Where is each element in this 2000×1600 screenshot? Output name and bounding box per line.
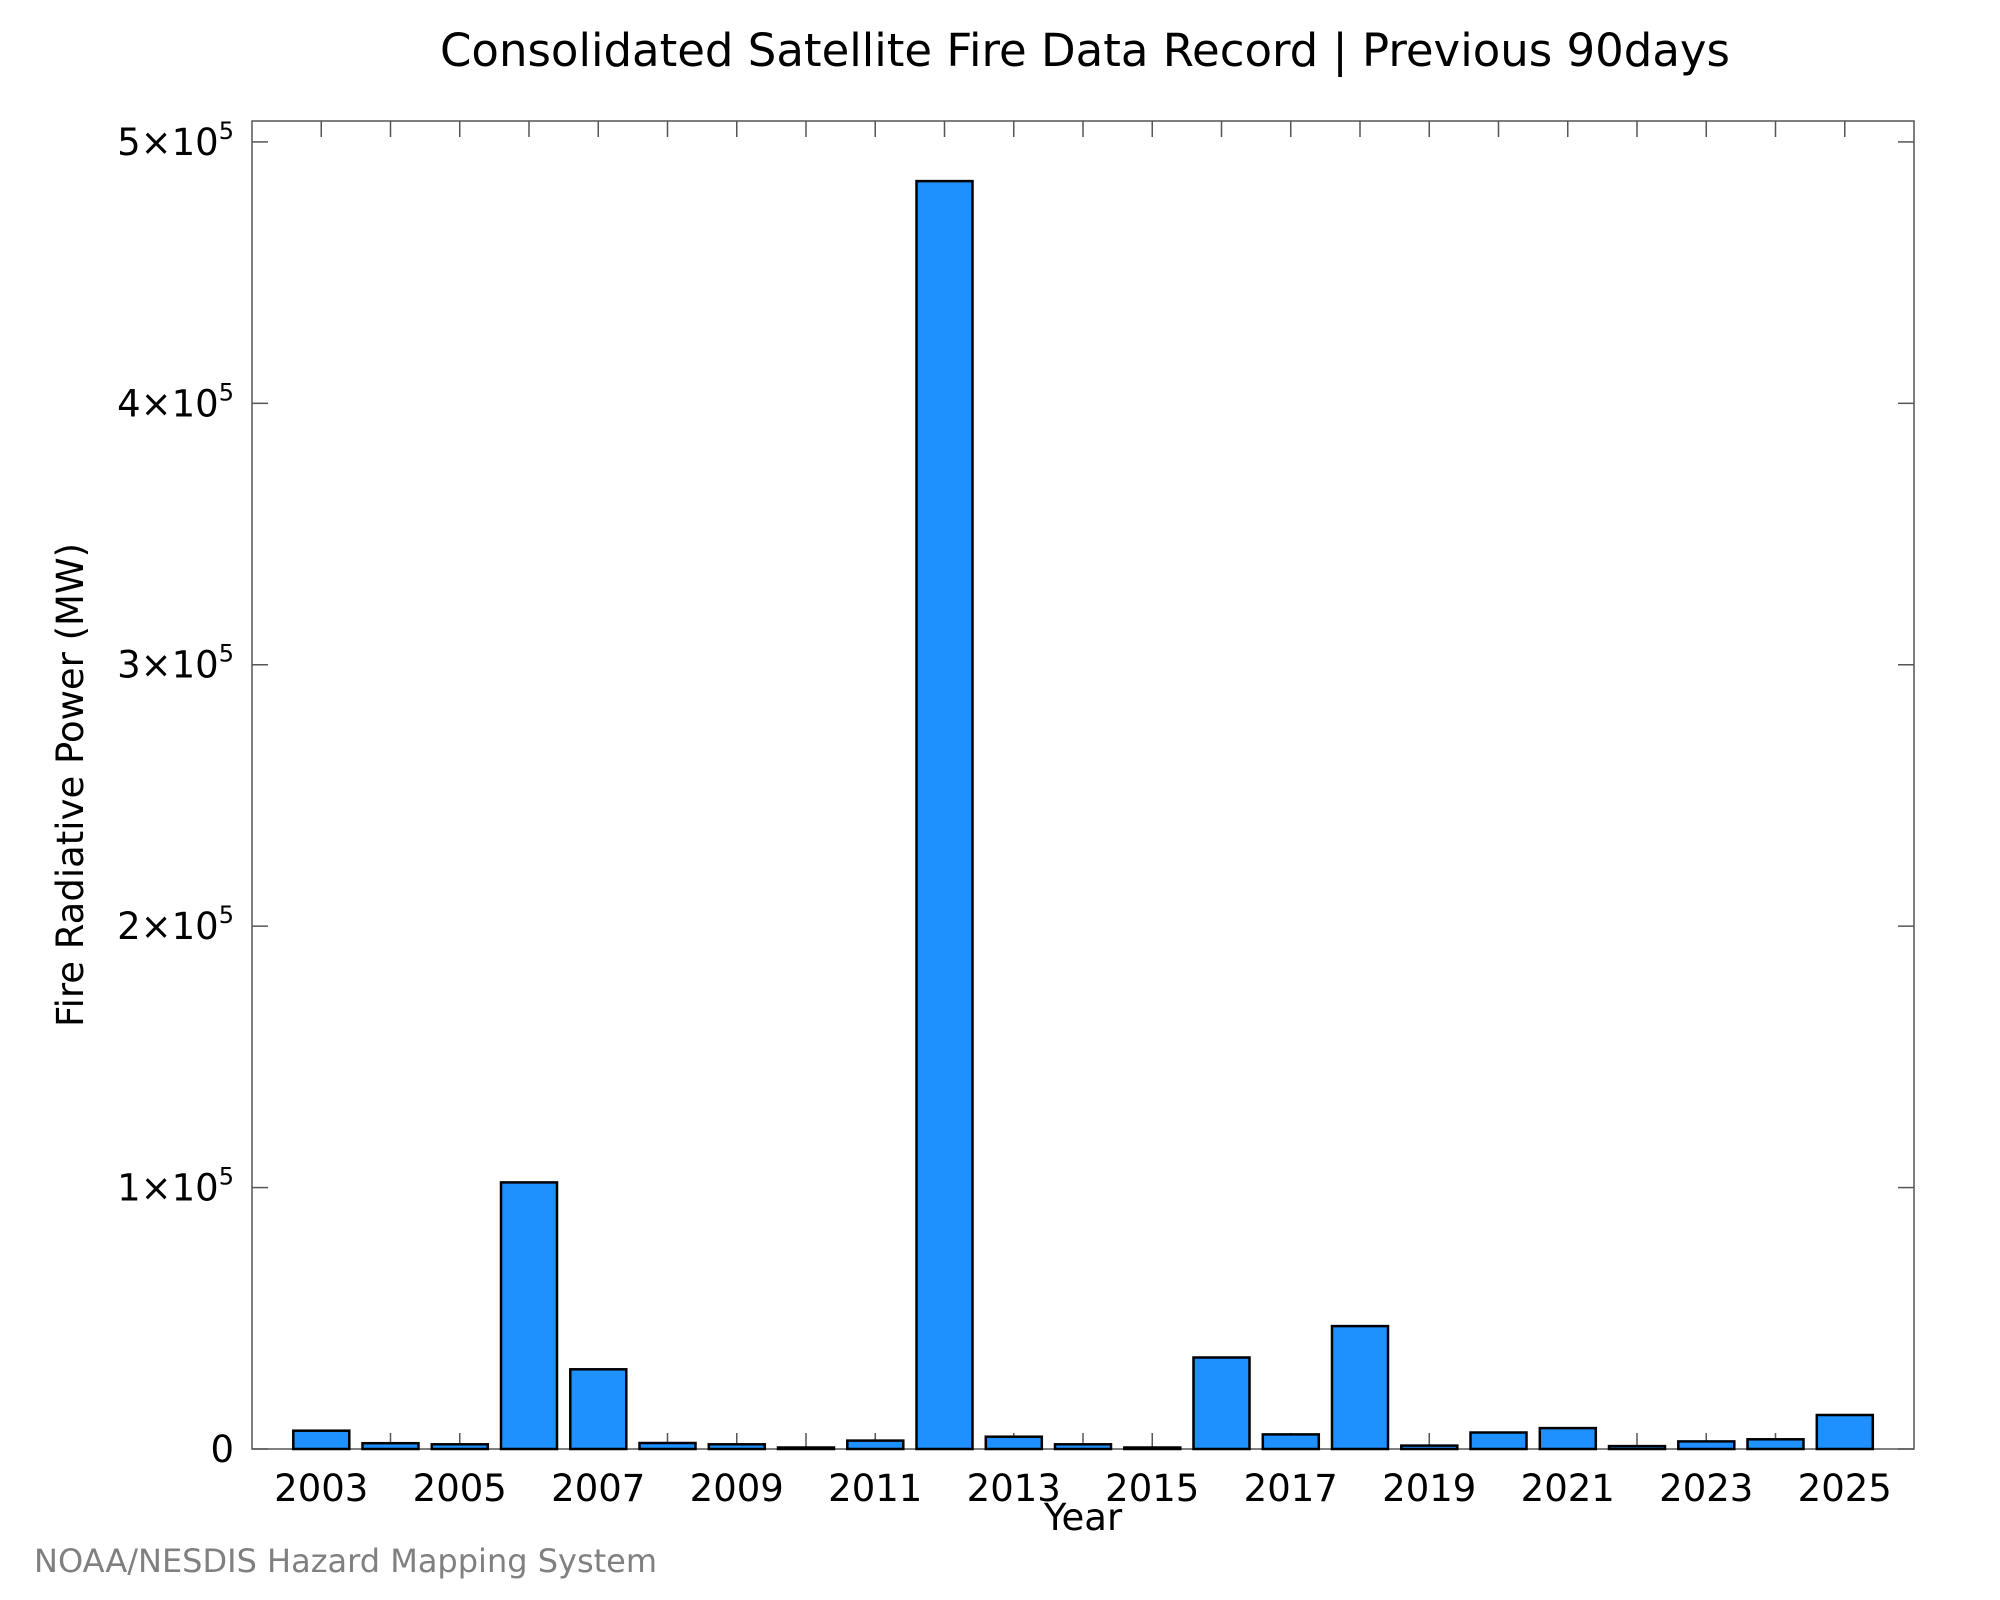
bar-2011 [846, 1439, 905, 1451]
bar-2010 [776, 1446, 836, 1451]
x-tick-label: 2009 [690, 1467, 784, 1510]
bar-2014 [1053, 1443, 1113, 1451]
bar-2017 [1261, 1433, 1321, 1451]
x-tick-label: 2025 [1798, 1467, 1892, 1510]
bar-2015 [1123, 1446, 1182, 1451]
bar-2009 [707, 1443, 767, 1451]
bar-2023 [1677, 1440, 1736, 1451]
bar-2008 [638, 1441, 697, 1451]
bar-2016 [1192, 1356, 1251, 1451]
y-tick-label: 2×105 [117, 901, 234, 948]
bar-2005 [430, 1443, 490, 1451]
bar-2013 [984, 1435, 1044, 1451]
y-tick-label: 4×105 [117, 378, 234, 425]
bar-2012 [915, 179, 974, 1451]
chart-title: Consolidated Satellite Fire Data Record … [440, 24, 1730, 77]
bar-2003 [292, 1429, 351, 1451]
x-tick-labels: 2003 2005 2007 2009 2011 2013 2015 2017 2019 2021… [274, 1467, 1892, 1510]
bar-2021 [1538, 1426, 1598, 1451]
x-tick-label: 2013 [967, 1467, 1061, 1510]
bar-2018 [1330, 1324, 1390, 1451]
y-tick-label: 1×105 [117, 1163, 234, 1210]
x-tick-label: 2019 [1382, 1467, 1476, 1510]
bar-2022 [1607, 1444, 1667, 1451]
x-tick-label: 2011 [828, 1467, 922, 1510]
x-tick-label: 2017 [1244, 1467, 1338, 1510]
x-tick-label: 2021 [1521, 1467, 1615, 1510]
x-tick-label: 2003 [274, 1467, 368, 1510]
y-tick-labels: 0 1×105 2×105 3×105 4×105 5×105 [117, 117, 234, 1471]
x-tick-label: 2015 [1105, 1467, 1199, 1510]
x-tick-label: 2023 [1659, 1467, 1753, 1510]
y-tick-label: 0 [210, 1428, 234, 1471]
x-tick-label: 2005 [413, 1467, 507, 1510]
x-tick-label: 2007 [551, 1467, 645, 1510]
bars-group [292, 179, 1875, 1451]
bar-2025 [1815, 1413, 1875, 1451]
source-credit: NOAA/NESDIS Hazard Mapping System [34, 1542, 657, 1580]
bar-2004 [361, 1441, 420, 1451]
bar-2020 [1469, 1431, 1528, 1451]
y-axis-label: Fire Radiative Power (MW) [49, 543, 92, 1027]
bar-2024 [1746, 1438, 1805, 1451]
bar-2006 [499, 1181, 559, 1451]
x-axis-label: Year [1043, 1496, 1123, 1539]
bar-2007 [569, 1368, 628, 1451]
y-tick-label: 3×105 [117, 640, 234, 687]
y-tick-label: 5×105 [117, 117, 234, 164]
bar-2019 [1400, 1444, 1459, 1451]
